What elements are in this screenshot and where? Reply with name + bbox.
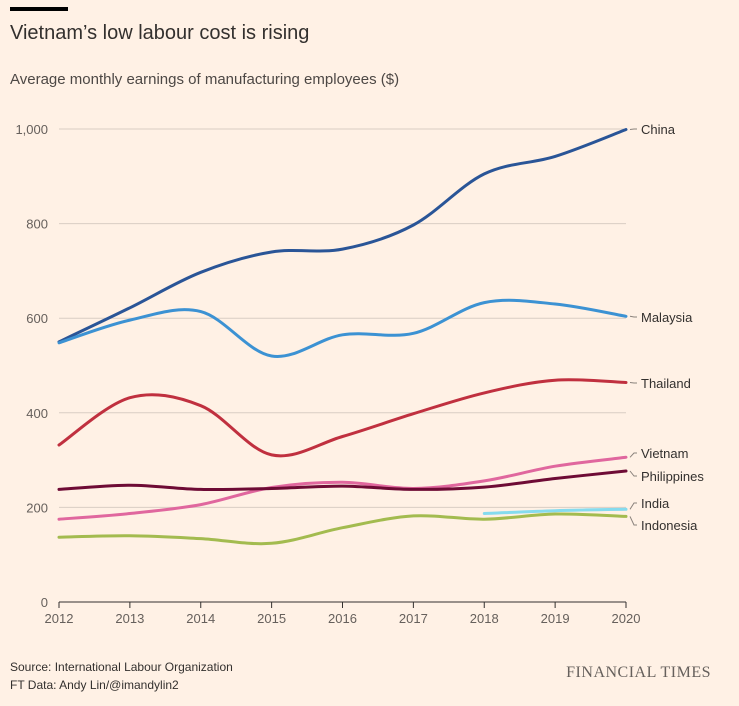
chart-subtitle: Average monthly earnings of manufacturin… [10, 71, 400, 88]
x-tick-label: 2012 [45, 611, 74, 626]
y-axis-ticks: 0 200 400 600 800 1,000 [15, 122, 48, 610]
series-label-china: China [641, 122, 676, 137]
series-labels: China Malaysia Thailand Vietnam Philippines I… [629, 122, 704, 533]
gridlines [59, 128, 626, 603]
series-label-malaysia: Malaysia [641, 310, 693, 325]
y-tick-label: 200 [26, 500, 48, 515]
x-tick-label: 2014 [186, 611, 215, 626]
x-tick-label: 2017 [399, 611, 428, 626]
credit-note: FT Data: Andy Lin/@imandylin2 [10, 678, 179, 692]
x-tick-label: 2013 [115, 611, 144, 626]
x-tick-label: 2020 [612, 611, 641, 626]
x-tick-label: 2018 [470, 611, 499, 626]
leader-vietnam [629, 452, 637, 458]
series-label-india: India [641, 496, 670, 511]
series-line-indonesia [57, 512, 628, 546]
series-label-philippines: Philippines [641, 469, 704, 484]
series-line-malaysia [57, 298, 628, 358]
leader-china [629, 128, 637, 130]
series-line-vietnam [57, 455, 628, 521]
x-tick-label: 2019 [541, 611, 570, 626]
x-axis: 2012 2013 2014 2015 2016 2017 2018 2019 2020 [45, 602, 641, 626]
x-tick-label: 2015 [257, 611, 286, 626]
leader-indonesia [629, 516, 637, 526]
leader-india [629, 502, 637, 510]
series-label-indonesia: Indonesia [641, 518, 698, 533]
series-line-philippines [57, 469, 628, 492]
series-label-vietnam: Vietnam [641, 446, 688, 461]
chart-title: Vietnam’s low labour cost is rising [10, 22, 310, 44]
series-line-india [482, 507, 628, 515]
series-label-thailand: Thailand [641, 376, 691, 391]
series-line-thailand [57, 378, 628, 458]
series-lines [57, 128, 628, 546]
source-note: Source: International Labour Organizatio… [10, 660, 233, 674]
y-tick-label: 1,000 [15, 122, 48, 137]
y-tick-label: 0 [41, 595, 48, 610]
series-line-china [57, 128, 628, 344]
y-tick-label: 400 [26, 406, 48, 421]
x-tick-label: 2016 [328, 611, 357, 626]
y-tick-label: 800 [26, 217, 48, 232]
leader-thailand [629, 382, 637, 384]
leader-philippines [629, 470, 637, 477]
y-tick-label: 600 [26, 311, 48, 326]
ft-logo: FINANCIAL TIMES [566, 664, 711, 681]
ft-top-bar [10, 7, 68, 11]
leader-malaysia [629, 315, 637, 318]
